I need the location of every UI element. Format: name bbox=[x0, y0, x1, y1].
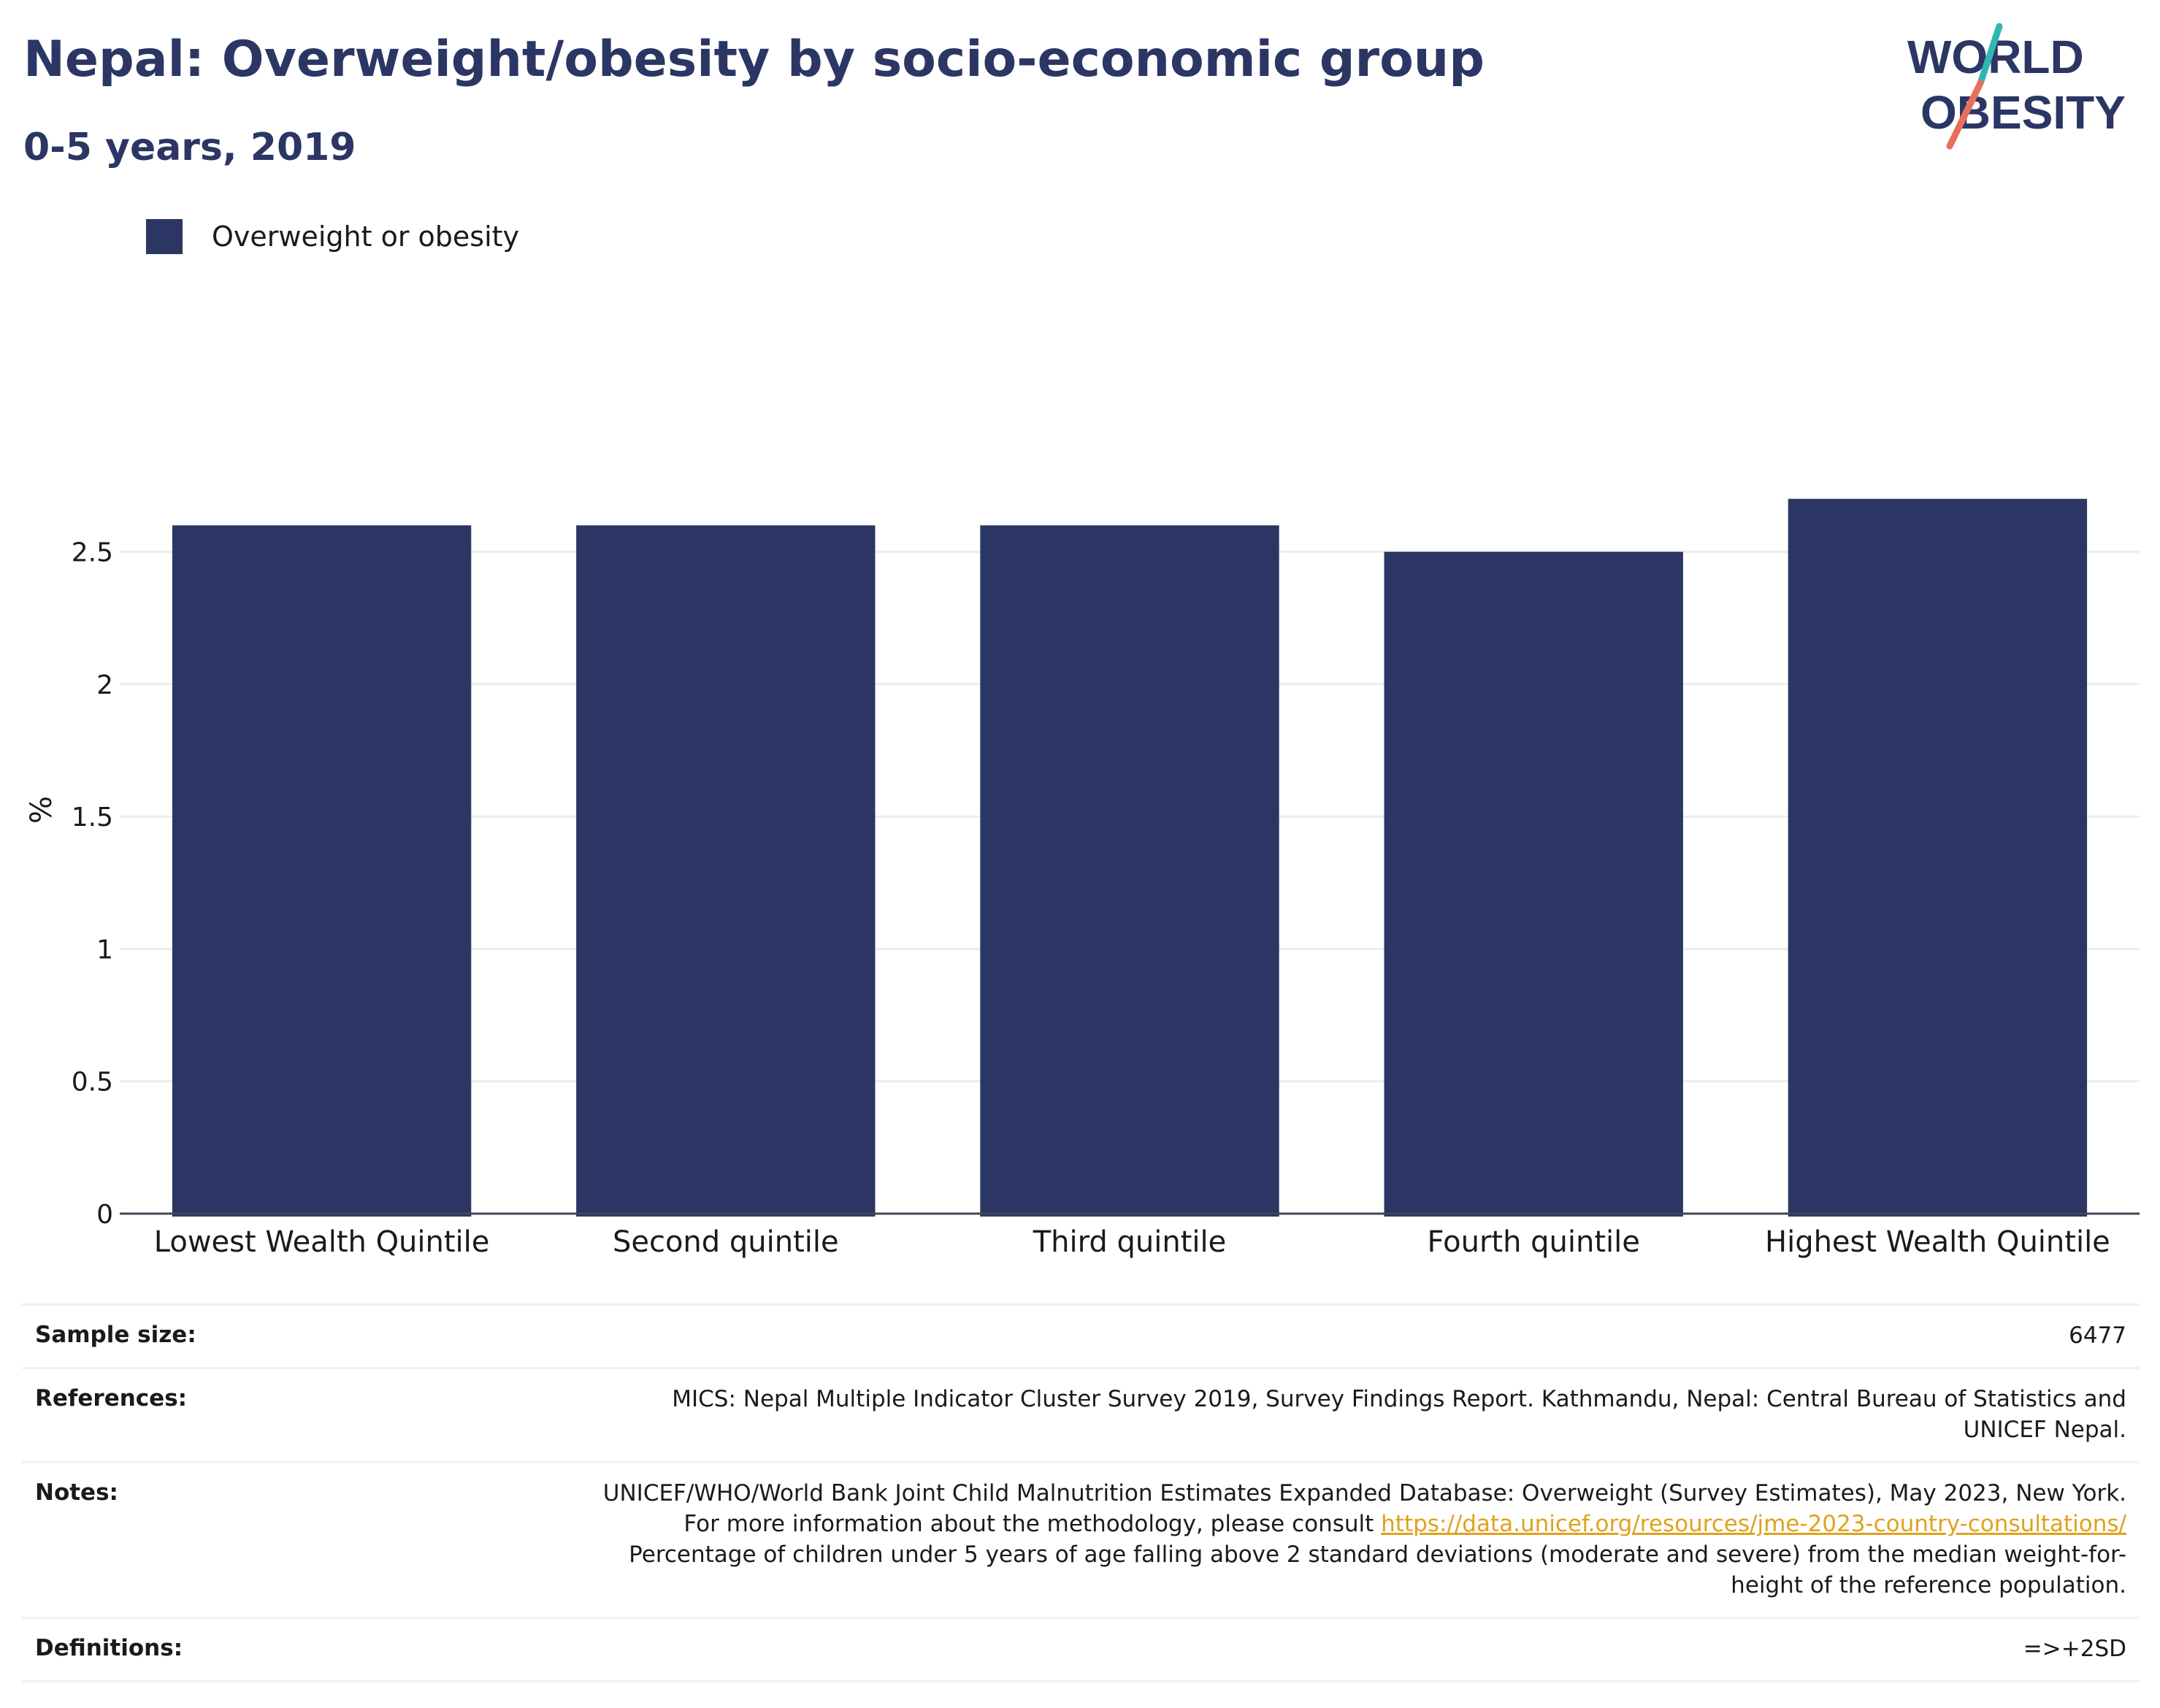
bar-chart: 0 0.5 1 1.5 2 2.5 Lowest Wealth Quintile Second… bbox=[72, 499, 2140, 1259]
references-label: References: bbox=[35, 1385, 188, 1412]
x-tick-label: Lowest Wealth Quintile bbox=[154, 1225, 490, 1259]
y-axis-label: % bbox=[25, 795, 59, 824]
legend-swatch bbox=[146, 219, 183, 254]
logo-slash-teal bbox=[1977, 23, 2003, 87]
y-tick-label: 2 bbox=[96, 670, 113, 700]
bar[interactable] bbox=[1788, 499, 2088, 1217]
notes-text-before: UNICEF/WHO/World Bank Joint Child Malnut… bbox=[602, 1480, 2126, 1537]
bar[interactable] bbox=[980, 525, 1279, 1217]
y-tick-label: 0 bbox=[96, 1200, 113, 1230]
notes-text-after: Percentage of children under 5 years of … bbox=[629, 1542, 2126, 1598]
definitions-value: =>+2SD bbox=[2023, 1636, 2126, 1662]
logo-slash-coral bbox=[1946, 80, 1984, 150]
y-tick-label: 2.5 bbox=[72, 538, 113, 568]
bar[interactable] bbox=[172, 525, 472, 1217]
info-row-sample-size: Sample size: 6477 bbox=[22, 1303, 2140, 1367]
bar[interactable] bbox=[1384, 551, 1683, 1217]
page-subtitle: 0-5 years, 2019 bbox=[23, 126, 356, 169]
info-table: Sample size: 6477 References: MICS: Nepa… bbox=[22, 1303, 2140, 1682]
page-title: Nepal: Overweight/obesity by socio-econo… bbox=[23, 31, 1485, 88]
definitions-label: Definitions: bbox=[35, 1635, 183, 1661]
notes-label: Notes: bbox=[35, 1479, 118, 1506]
info-row-definitions: Definitions: =>+2SD bbox=[22, 1617, 2140, 1682]
references-value: MICS: Nepal Multiple Indicator Cluster S… bbox=[672, 1386, 2126, 1443]
sample-size-value: 6477 bbox=[2069, 1322, 2126, 1349]
y-tick-label: 1 bbox=[96, 935, 113, 965]
notes-value: UNICEF/WHO/World Bank Joint Child Malnut… bbox=[593, 1478, 2126, 1601]
y-tick-label: 1.5 bbox=[72, 803, 113, 832]
info-row-references: References: MICS: Nepal Multiple Indicat… bbox=[22, 1367, 2140, 1461]
notes-link[interactable]: https://data.unicef.org/resources/jme-20… bbox=[1381, 1511, 2126, 1537]
x-tick-label: Highest Wealth Quintile bbox=[1765, 1225, 2110, 1259]
x-tick-label: Fourth quintile bbox=[1428, 1225, 1640, 1259]
info-row-notes: Notes: UNICEF/WHO/World Bank Joint Child… bbox=[22, 1461, 2140, 1617]
sample-size-label: Sample size: bbox=[35, 1322, 196, 1348]
world-obesity-logo: WORLD OBESITY bbox=[1907, 23, 2126, 150]
chart-legend: Overweight or obesity bbox=[146, 218, 519, 256]
bar[interactable] bbox=[576, 525, 876, 1217]
x-tick-label: Third quintile bbox=[1033, 1225, 1226, 1259]
x-tick-label: Second quintile bbox=[613, 1225, 839, 1259]
legend-label: Overweight or obesity bbox=[212, 221, 520, 253]
y-tick-label: 0.5 bbox=[72, 1068, 113, 1098]
